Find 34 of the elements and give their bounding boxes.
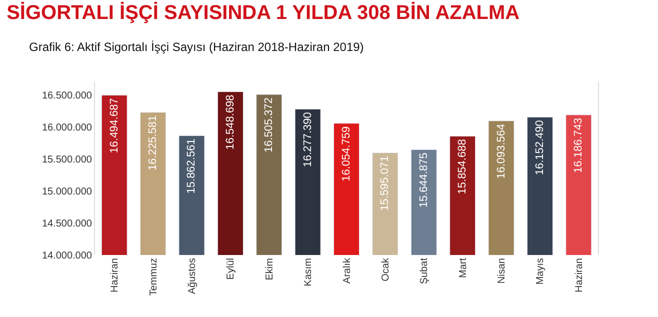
x-tick-label: Mayıs xyxy=(535,258,546,285)
y-tick-label: 15.000.000 xyxy=(42,186,92,198)
data-label: 16.186.743 xyxy=(572,118,585,173)
x-tick-label: Mart xyxy=(458,258,469,278)
data-label: 15.854.688 xyxy=(456,139,469,194)
data-label: 16.494.687 xyxy=(108,98,120,154)
x-tick-label: Temmuz xyxy=(148,258,160,296)
data-label: 15.644.875 xyxy=(418,152,430,208)
y-tick-label: 16.000.000 xyxy=(42,122,92,134)
x-tick-label: Nisan xyxy=(496,258,508,284)
data-label: 16.054.759 xyxy=(340,126,352,182)
data-label: 16.277.390 xyxy=(302,112,314,168)
chart-title: SİGORTALI İŞÇİ SAYISINDA 1 YILDA 308 BİN AZALMA xyxy=(6,0,520,24)
x-tick-label: Ağustos xyxy=(186,258,198,294)
data-label: 16.093.564 xyxy=(495,124,508,179)
x-tick-label: Kasım xyxy=(303,258,314,286)
x-tick-label: Ocak xyxy=(380,257,392,282)
y-tick-label: 14.000.000 xyxy=(42,250,92,262)
data-label: 16.152.490 xyxy=(534,120,546,176)
data-label: 15.595.071 xyxy=(379,156,392,211)
x-tick-label: Şubat xyxy=(419,258,430,284)
y-tick-label: 16.500.000 xyxy=(42,90,92,102)
y-tick-label: 14.500.000 xyxy=(42,218,92,230)
x-tick-label: Ekim xyxy=(264,258,276,280)
chart-subtitle: Grafik 6: Aktif Sigortalı İşçi Sayısı (Haziran 2018-Haziran 2019) xyxy=(29,40,364,54)
data-label: 15.862.561 xyxy=(186,138,198,194)
data-label: 16.548.698 xyxy=(224,94,236,150)
x-tick-label: Haziran xyxy=(110,258,121,292)
y-tick-label: 15.500.000 xyxy=(42,154,92,166)
data-label: 16.225.581 xyxy=(147,115,160,170)
x-tick-label: Aralık xyxy=(342,257,353,284)
data-label: 16.505.372 xyxy=(263,97,276,153)
x-tick-label: Haziran xyxy=(574,258,585,292)
x-tick-label: Eylül xyxy=(226,258,237,280)
